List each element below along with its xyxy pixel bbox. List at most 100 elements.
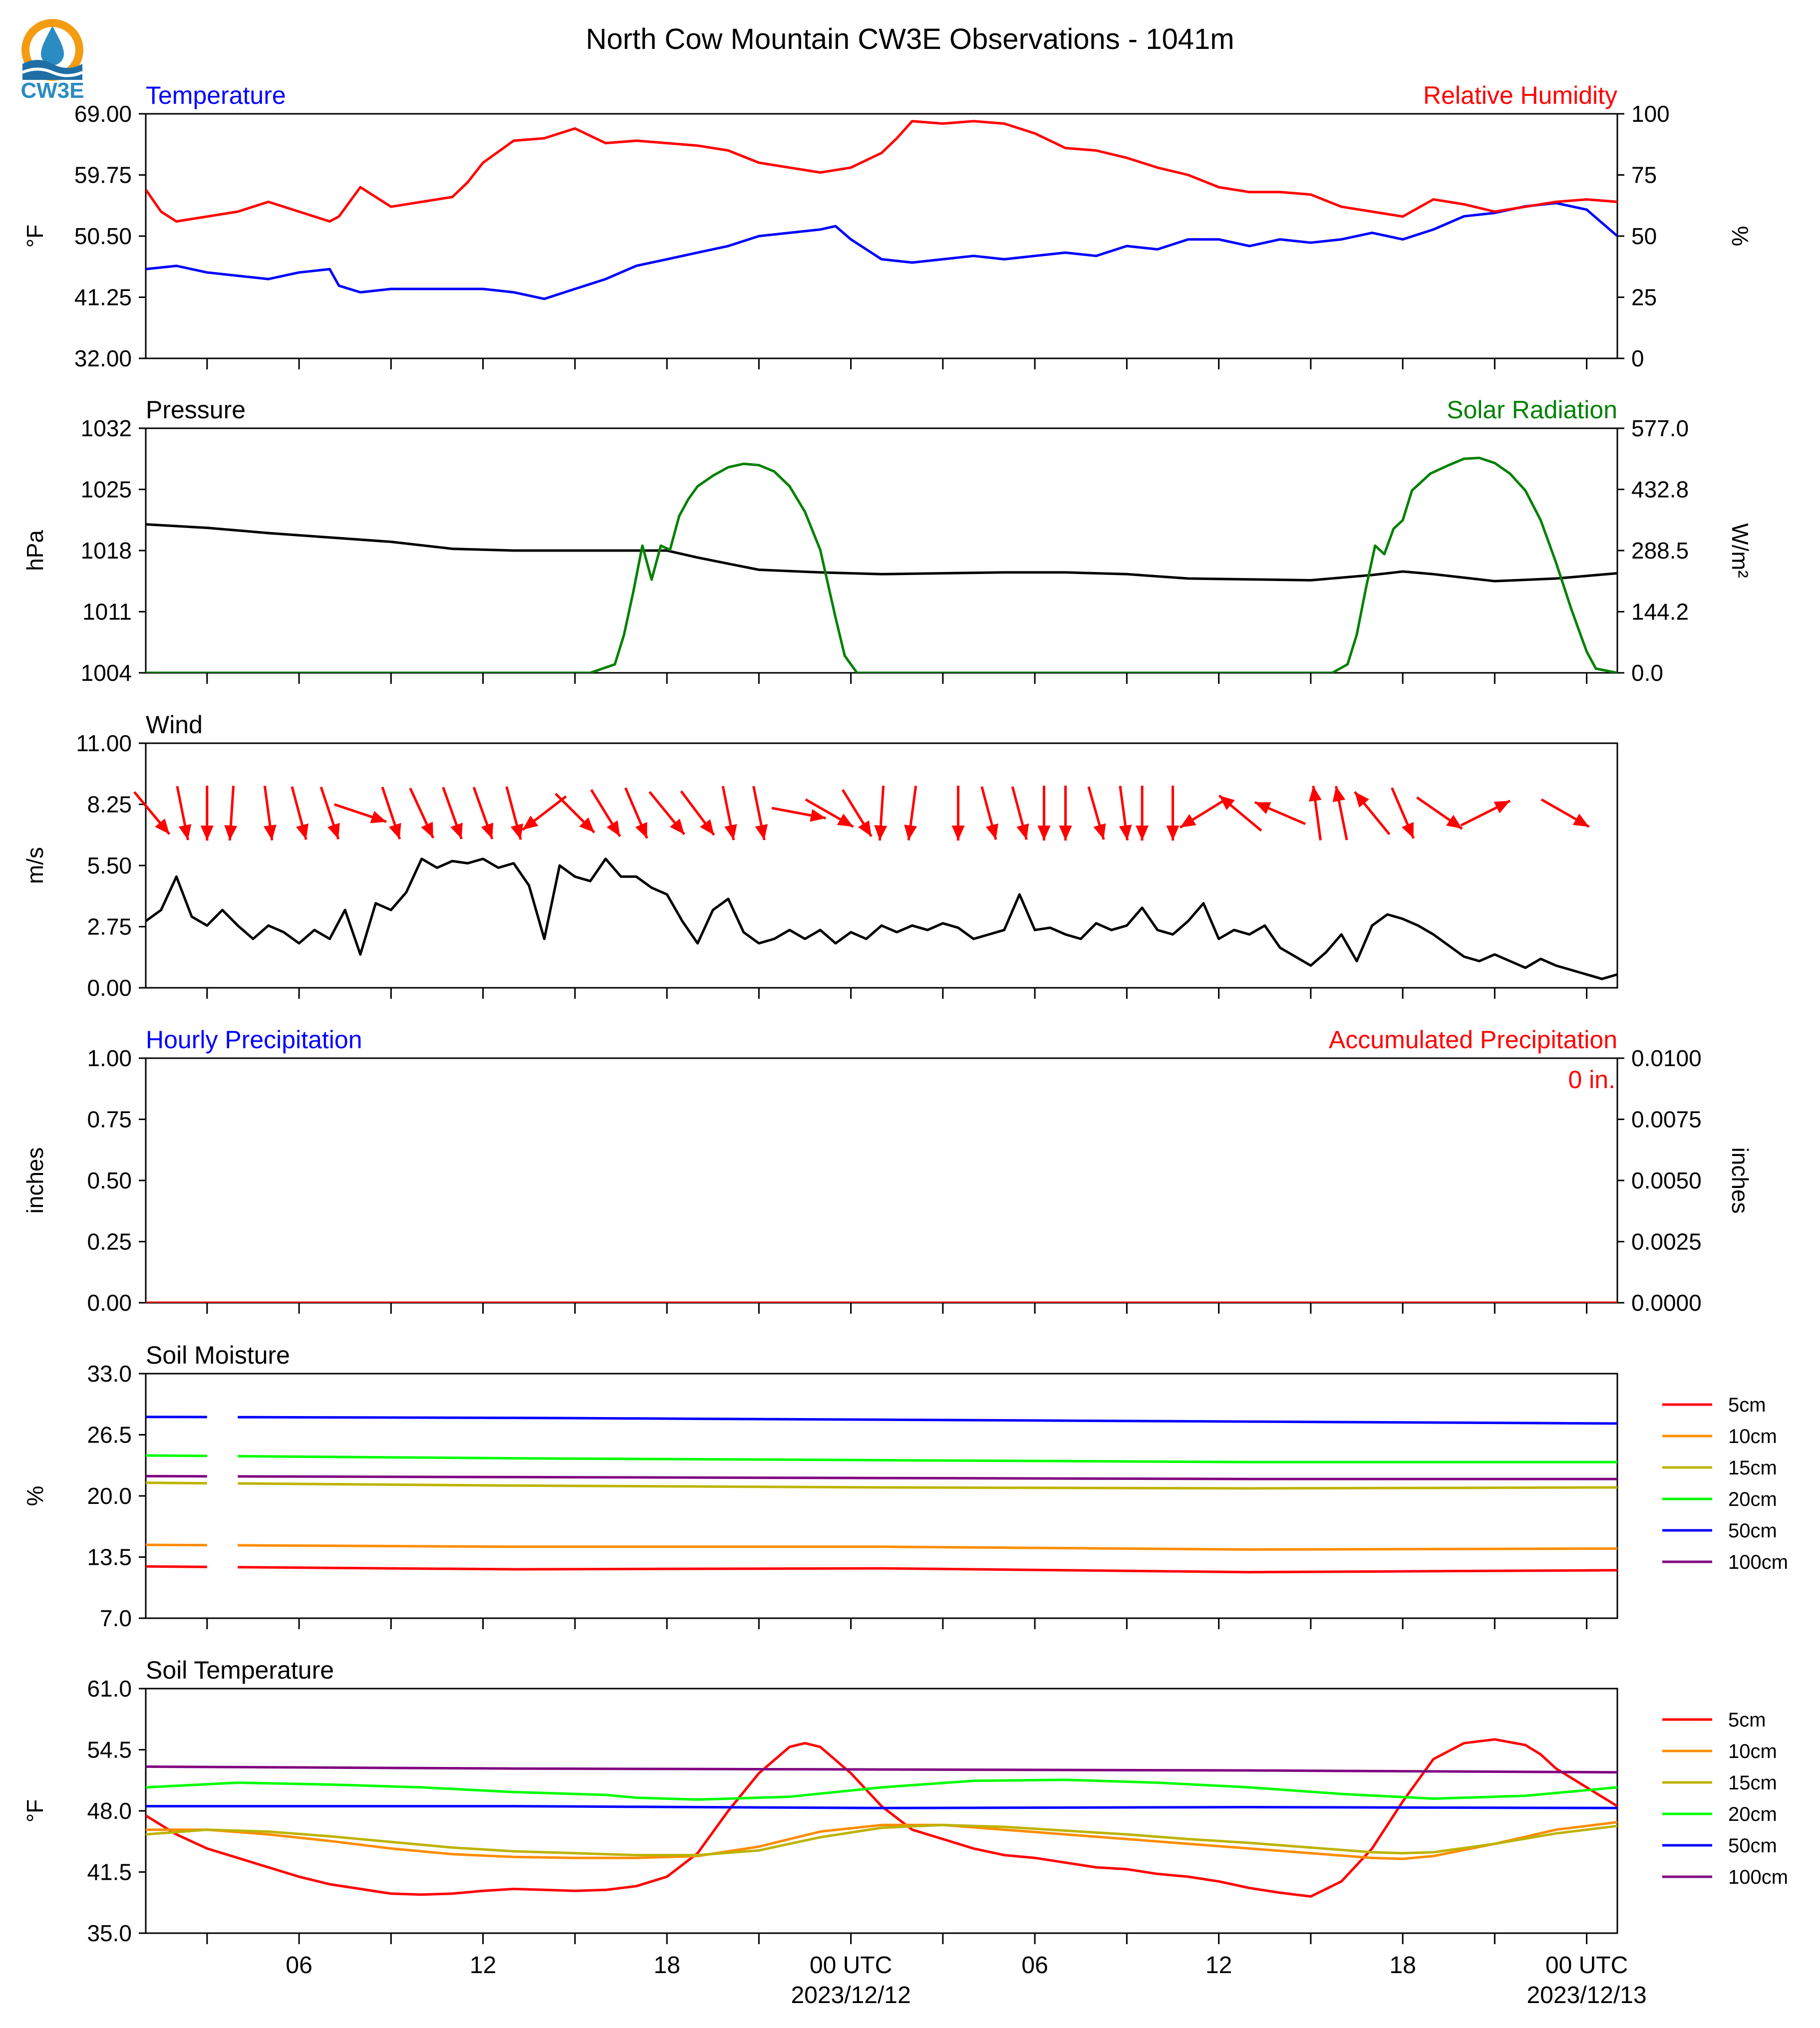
y-tick-label-left: 41.5 <box>87 1859 132 1885</box>
y-axis-label-right: inches <box>1727 1148 1753 1214</box>
y-tick-label-left: 1011 <box>82 599 132 625</box>
y-tick-label-right: 100 <box>1631 101 1670 127</box>
series-line-1 <box>146 456 1617 673</box>
y-tick-label-left: 0.25 <box>87 1229 132 1255</box>
wind-arrow <box>522 795 567 831</box>
y-tick-label-left: 0.75 <box>87 1107 132 1133</box>
y-tick-label-right: 0.0 <box>1631 660 1663 686</box>
legend-label-20cm: 20cm <box>1728 1488 1777 1510</box>
panel-5: Soil Moisture 33.0 26.5 20.0 13.5 7.0% 5cm 10cm… <box>22 1341 1788 1631</box>
wind-arrow <box>874 785 888 841</box>
x-tick-label: 00 UTC <box>810 1952 892 1979</box>
wind-arrow <box>472 787 494 840</box>
x-tick-label: 06 <box>286 1952 312 1979</box>
wind-arrow <box>176 786 192 841</box>
panel-title-left: Pressure <box>146 396 246 424</box>
y-tick-label-left: 35.0 <box>87 1920 132 1946</box>
y-axis-label-left: °F <box>22 1799 48 1823</box>
series-line-50cm <box>146 1416 1617 1425</box>
y-axis-label-left: °F <box>22 225 48 248</box>
wind-arrow <box>319 787 340 840</box>
wind-arrow <box>224 785 238 841</box>
y-axis-label-right: W/m² <box>1727 523 1753 578</box>
wind-arrow <box>263 786 277 841</box>
wind-arrow <box>721 786 737 841</box>
series-line-10cm <box>146 1543 1617 1551</box>
wind-arrow <box>1059 786 1072 841</box>
y-tick-label-left: 59.75 <box>74 162 132 188</box>
legend-label-50cm: 50cm <box>1728 1835 1777 1857</box>
y-tick-label-left: 1025 <box>81 477 132 503</box>
series-line-20cm <box>146 1778 1617 1801</box>
y-tick-label-left: 2.75 <box>87 914 132 940</box>
logo-text: CW3E <box>20 78 84 103</box>
y-tick-label-left: 32.00 <box>74 345 132 371</box>
wind-arrow <box>333 803 387 824</box>
wind-arrow <box>1037 786 1051 841</box>
y-axis-label-left: % <box>22 1486 48 1506</box>
x-tick-date-label: 2023/12/12 <box>791 1982 910 2009</box>
y-tick-label-right: 0 <box>1631 345 1644 371</box>
legend: 5cm 10cm 15cm 20cm 50cm 100cm <box>1662 1709 1788 1888</box>
y-axis-label-left: hPa <box>22 530 48 571</box>
wind-arrow <box>648 791 685 836</box>
y-tick-label-right: 0.0025 <box>1631 1229 1702 1255</box>
y-tick-label-left: 26.5 <box>87 1422 132 1448</box>
y-tick-label-right: 50 <box>1631 223 1657 249</box>
wind-arrow <box>1332 786 1348 841</box>
wind-arrow <box>951 786 965 841</box>
series-line-10cm <box>146 1821 1617 1860</box>
wind-arrow <box>805 798 854 828</box>
y-tick-label-left: 1032 <box>81 415 132 441</box>
y-tick-label-right: 432.8 <box>1631 477 1689 503</box>
wind-arrow <box>841 789 873 838</box>
wind-arrow <box>1136 786 1149 841</box>
wind-arrow <box>442 787 463 840</box>
legend-label-10cm: 10cm <box>1728 1740 1777 1762</box>
y-axis-label-left: m/s <box>22 847 48 884</box>
series-line-15cm <box>146 1823 1617 1857</box>
panel-2: Pressure Solar Radiation 1032 1025 1018 1011 1… <box>22 396 1753 686</box>
series-line-15cm <box>146 1481 1617 1490</box>
wind-arrow <box>1353 791 1391 836</box>
y-tick-label-right: 0.0075 <box>1631 1107 1702 1133</box>
y-tick-label-left: 11.00 <box>76 730 132 756</box>
y-tick-label-left: 1.00 <box>87 1045 132 1071</box>
figure-title: North Cow Mountain CW3E Observations - 1… <box>586 23 1234 55</box>
y-tick-label-right: 25 <box>1631 285 1657 310</box>
y-tick-label-left: 0.00 <box>87 975 132 1001</box>
legend: 5cm 10cm 15cm 20cm 50cm 100cm <box>1662 1394 1788 1573</box>
wind-arrow <box>624 787 648 839</box>
wind-arrow <box>1087 786 1106 840</box>
series-line-5cm <box>146 1738 1617 1898</box>
y-axis-label-left: inches <box>22 1148 48 1214</box>
wind-arrow <box>1011 786 1029 840</box>
x-tick-label: 06 <box>1021 1952 1048 1979</box>
accumulated-precip-annotation: 0 in. <box>1568 1066 1615 1094</box>
y-axis-label-right: % <box>1727 226 1753 247</box>
cw3e-logo-icon <box>21 19 83 81</box>
legend-label-15cm: 15cm <box>1728 1457 1777 1479</box>
wind-arrow <box>1179 798 1228 829</box>
wind-arrow <box>381 787 401 840</box>
series-line-100cm <box>146 1474 1617 1480</box>
panel-title-left: Temperature <box>146 81 286 109</box>
series-line-1 <box>146 120 1617 223</box>
wind-arrow <box>1416 796 1463 830</box>
wind-arrow <box>133 791 171 835</box>
wind-arrow <box>1254 801 1306 825</box>
wind-arrow <box>1119 786 1132 841</box>
panel-title-left: Hourly Precipitation <box>146 1026 362 1054</box>
y-tick-label-left: 1004 <box>81 660 132 686</box>
legend-label-5cm: 5cm <box>1728 1394 1766 1416</box>
x-tick-label: 12 <box>470 1952 496 1979</box>
x-tick-label: 00 UTC <box>1545 1952 1628 1979</box>
cw3e-logo: CW3E <box>20 19 84 103</box>
y-tick-label-left: 20.0 <box>87 1483 132 1509</box>
panel-title-right: Relative Humidity <box>1423 81 1617 109</box>
wind-arrow <box>1308 786 1322 841</box>
wind-arrow <box>680 790 715 836</box>
series-line-20cm <box>146 1454 1617 1463</box>
x-tick-date-label: 2023/12/13 <box>1526 1982 1646 2009</box>
legend-label-100cm: 100cm <box>1728 1551 1788 1573</box>
